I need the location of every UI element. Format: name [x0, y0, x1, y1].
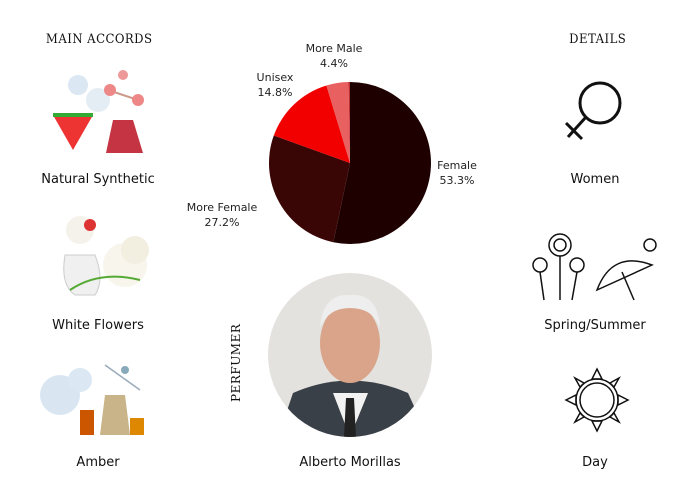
accord-natural-synthetic: Natural Synthetic: [41, 172, 155, 187]
pie-label-unisex: Unisex 14.8%: [250, 70, 300, 100]
natural-synthetic-image: [53, 70, 144, 153]
pie-slice-more-male: [326, 82, 350, 163]
slice-name: More Male: [305, 42, 363, 55]
accord-amber: Amber: [76, 455, 120, 470]
detail-day: Day: [582, 455, 608, 470]
detail-women: Women: [570, 172, 620, 187]
pie-label-more-male: More Male 4.4%: [299, 41, 369, 71]
slice-name: More Female: [186, 201, 258, 214]
flowers-umbrella-sun-icon: [532, 233, 657, 301]
pie-slice-unlabeled: [348, 82, 350, 163]
amber-image: [40, 364, 144, 435]
slice-name: Female: [437, 159, 477, 172]
main-accords-heading: MAIN ACCORDS: [45, 32, 153, 47]
gender-pie-chart: [269, 82, 431, 244]
pie-slice-unisex: [273, 85, 350, 163]
pie-slice-female: [333, 82, 431, 244]
female-symbol-icon: [564, 81, 622, 141]
detail-spring-summer: Spring/Summer: [544, 318, 646, 333]
perfumer-name[interactable]: Alberto Morillas: [299, 455, 401, 470]
pie-label-female: Female 53.3%: [432, 158, 482, 188]
sun-icon: [564, 367, 630, 433]
slice-percent: 14.8%: [257, 86, 293, 99]
accord-white-flowers: White Flowers: [52, 318, 144, 333]
perfumer-heading: PERFUMER: [229, 323, 243, 402]
white-flowers-image: [63, 216, 149, 296]
details-heading: DETAILS: [569, 32, 627, 47]
pie-slice-more-female: [269, 135, 350, 243]
slice-percent: 4.4%: [320, 57, 348, 70]
slice-name: Unisex: [256, 71, 294, 84]
perfumer-photo: [268, 273, 432, 437]
slice-percent: 27.2%: [204, 216, 240, 229]
slice-percent: 53.3%: [439, 174, 475, 187]
pie-label-more-female: More Female 27.2%: [182, 200, 262, 230]
